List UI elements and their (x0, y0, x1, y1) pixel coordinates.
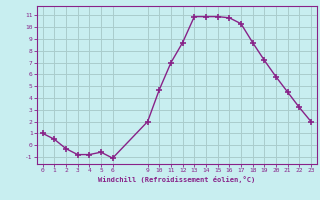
X-axis label: Windchill (Refroidissement éolien,°C): Windchill (Refroidissement éolien,°C) (98, 176, 255, 183)
